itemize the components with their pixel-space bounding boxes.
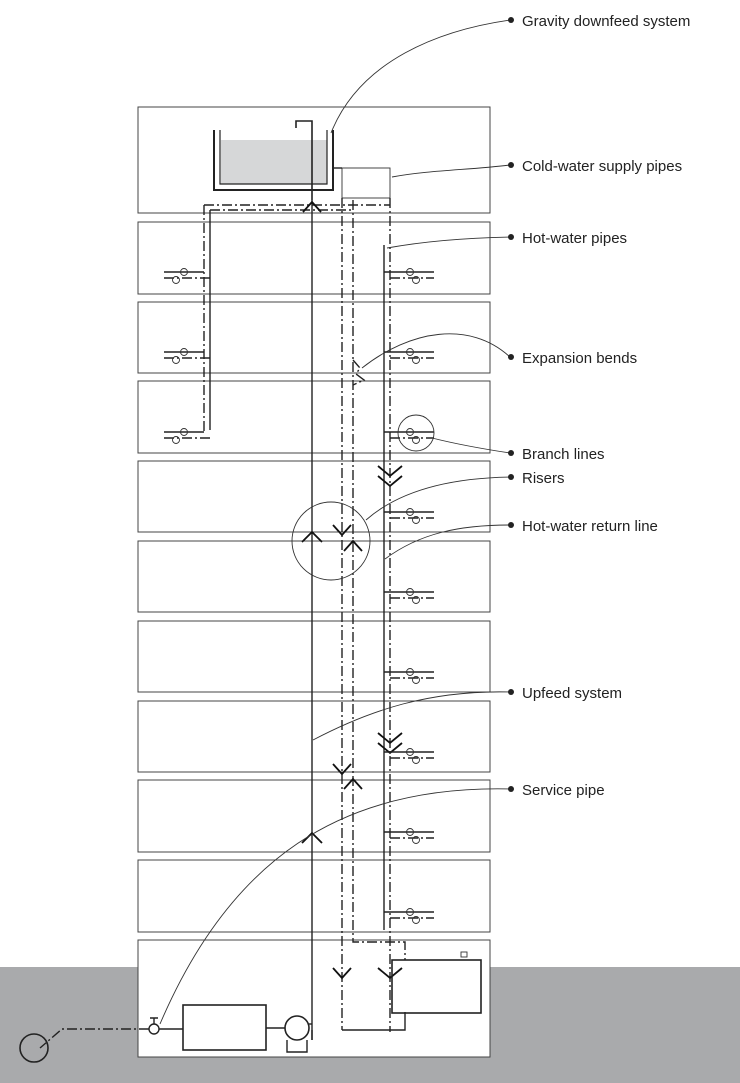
floor-7 [137,460,491,533]
flow-arrows [301,200,403,980]
water-main [19,1033,49,1063]
water-heater [391,959,482,1014]
floor-10 [137,221,491,295]
label-hot-water-return: Hot-water return line [522,518,658,535]
fixture-right-5 [384,588,434,604]
roof-tank [213,120,391,200]
building [137,106,491,1058]
leader-lines [159,19,511,1025]
floor-2 [137,859,491,933]
label-gravity-downfeed: Gravity downfeed system [522,13,690,30]
floor-4 [137,700,491,773]
label-risers: Risers [522,470,565,487]
risers [203,198,406,1040]
label-expansion-bends: Expansion bends [522,350,637,367]
fixture-right-9 [384,908,434,924]
label-dots [508,17,514,792]
fixture-right-7 [384,748,434,764]
fixture-right-4 [384,508,434,524]
fixture-right-2 [384,348,434,364]
floor-9 [137,301,491,374]
fixture-right-1 [384,268,434,284]
label-branch-lines: Branch lines [522,446,605,463]
fixture-left-3 [164,428,210,444]
fixture-right-6 [384,668,434,684]
basement [137,939,491,1058]
risers-highlight-circle [291,501,371,581]
label-upfeed-system: Upfeed system [522,685,622,702]
fixture-left-2 [164,348,210,364]
label-hot-water-pipes: Hot-water pipes [522,230,627,247]
floor-3 [137,779,491,853]
floor-8 [137,380,491,454]
label-cold-water-supply: Cold-water supply pipes [522,158,682,175]
fixture-left-1 [164,268,210,284]
fixture-right-8 [384,828,434,844]
basement-equipment [19,951,482,1063]
label-service-pipe: Service pipe [522,782,605,799]
left-branch-lines [164,268,210,444]
expansion-bend [352,359,366,386]
labels: Gravity downfeed system Cold-water suppl… [522,13,690,799]
floor-5 [137,620,491,693]
service-pipe [39,1028,149,1049]
tank-water [221,140,327,184]
branch-highlight-circle [397,414,435,452]
fixture-right-3 [384,428,434,444]
right-branch-lines [384,268,434,924]
